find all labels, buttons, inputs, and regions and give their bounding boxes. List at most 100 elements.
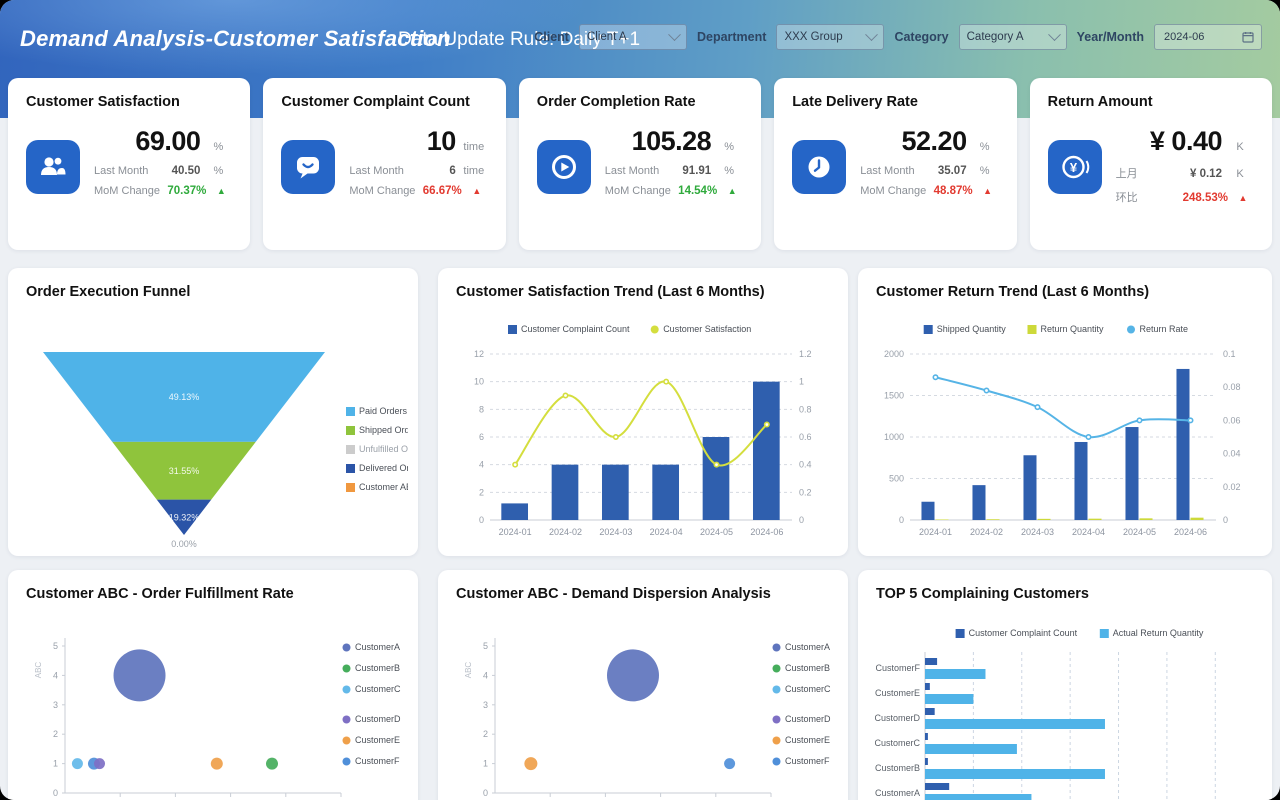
legend-item-customer-complaint-count[interactable]: Customer Complaint Count (955, 628, 1078, 638)
svg-text:CustomerE: CustomerE (355, 735, 400, 745)
bubble-customere (210, 757, 223, 770)
svg-text:19.32%: 19.32% (169, 512, 200, 522)
svg-text:0.00%: 0.00% (171, 539, 197, 549)
svg-text:31.55%: 31.55% (169, 466, 200, 476)
bar (1190, 517, 1204, 520)
svg-text:CustomerA: CustomerA (875, 788, 920, 798)
bar (601, 464, 629, 520)
kpi-change-value: 248.53% (1182, 192, 1228, 204)
trend-up-icon: ▲ (1238, 193, 1248, 203)
trend-up-icon: ▲ (727, 186, 737, 196)
legend-item-customerb[interactable]: CustomerB (772, 663, 831, 673)
legend-item-delivered-orders[interactable]: Delivered Orders (346, 463, 428, 473)
svg-text:2024-03: 2024-03 (1021, 527, 1054, 537)
legend-item-shipped-orders[interactable]: Shipped Orders (346, 425, 423, 435)
legend-item-shipped-quantity[interactable]: Shipped Quantity (923, 324, 1007, 334)
legend-item-customera[interactable]: CustomerA (342, 642, 401, 652)
client-select-value: Client A (586, 31, 627, 43)
complaint-bar (925, 758, 928, 765)
page-title: Demand Analysis-Customer Satisfaction (20, 26, 451, 51)
legend-item-customerd[interactable]: CustomerD (342, 714, 402, 724)
chat-icon (281, 140, 336, 194)
legend-item-customerb[interactable]: CustomerB (342, 663, 401, 673)
svg-text:¥: ¥ (1069, 160, 1077, 175)
funnel-chart-card: Order Execution Funnel 49.13% 31.55% 19.32… (8, 268, 429, 556)
chart-title: Customer ABC - Demand Dispersion Analysi… (456, 586, 771, 602)
kpi-card-customer-complaint-count: Customer Complaint Count 10 time Last Mon… (263, 78, 506, 250)
kpi-change-value: 70.37% (167, 185, 207, 197)
yearmonth-picker[interactable] (1154, 24, 1262, 50)
legend-item-return-quantity[interactable]: Return Quantity (1027, 324, 1105, 334)
bubble-customera (113, 649, 166, 702)
svg-text:0.1: 0.1 (1223, 349, 1236, 359)
svg-text:Actual Return Quantity: Actual Return Quantity (1113, 628, 1204, 638)
kpi-card-late-delivery-rate: Late Delivery Rate 52.20% Last Month 35.0… (774, 78, 1017, 250)
chart-title: Order Execution Funnel (26, 284, 191, 300)
abc-order-fulfillment-chart: 0 1 2 3 4 5 ABC CustomerA CustomerB CustomerC Cust… (18, 610, 408, 800)
department-select[interactable]: XXX Group (776, 24, 885, 50)
svg-text:ABC: ABC (34, 662, 43, 679)
legend-item-customerf[interactable]: CustomerF (772, 756, 831, 766)
kpi-change-value: 14.54% (678, 185, 718, 197)
category-select[interactable]: Category A (958, 24, 1067, 50)
svg-text:3: 3 (483, 700, 488, 710)
legend-item-customerf[interactable]: CustomerF (342, 756, 401, 766)
kpi-value: 69.00 (135, 126, 201, 156)
legend-item-paid-orders[interactable]: Paid Orders (346, 406, 408, 416)
filter-bar: Client Client A Department XXX Group Cat… (534, 24, 1262, 50)
complaint-bar (925, 783, 950, 790)
customer-return-trend-chart: 0 500 1000 1500 2000 0 0.02 0.04 0.06 0.08 0.1 2024… (868, 308, 1262, 552)
client-select[interactable]: Client A (578, 24, 687, 50)
legend-item-customer-satisfaction[interactable]: Customer Satisfaction (650, 324, 752, 334)
legend-item-customer-abc-o[interactable]: Customer ABC O (346, 482, 428, 492)
legend-item-customere[interactable]: CustomerE (342, 735, 401, 745)
yearmonth-filter-label: Year/Month (1076, 30, 1144, 44)
kpi-last-unit: time (463, 165, 485, 177)
svg-text:2: 2 (479, 487, 484, 497)
svg-text:Paid Orders: Paid Orders (359, 406, 408, 416)
svg-text:0.02: 0.02 (1223, 482, 1241, 492)
kpi-unit: % (724, 141, 735, 153)
yearmonth-input[interactable] (1162, 30, 1230, 44)
svg-text:0: 0 (899, 515, 904, 525)
legend-item-customerd[interactable]: CustomerD (772, 714, 832, 724)
legend-item-customera[interactable]: CustomerA (772, 642, 831, 652)
svg-text:4: 4 (479, 460, 484, 470)
legend-item-return-rate[interactable]: Return Rate (1127, 324, 1188, 334)
svg-text:2024-03: 2024-03 (599, 527, 632, 537)
legend-item-customerc[interactable]: CustomerC (342, 684, 402, 694)
abc-dispersion-chart-card: Customer ABC - Demand Dispersion Analysi… (438, 570, 848, 800)
return-bar (925, 719, 1105, 729)
legend-item-customer-complaint-count[interactable]: Customer Complaint Count (508, 324, 630, 334)
svg-text:2: 2 (483, 729, 488, 739)
category-select-value: Category A (966, 31, 1024, 43)
kpi-card-customer-satisfaction: Customer Satisfaction 69.00% Last Month 4… (8, 78, 251, 250)
play-icon (536, 140, 591, 194)
legend-item-unfulfilled-orders[interactable]: Unfulfilled Orders (346, 444, 429, 454)
svg-text:10: 10 (474, 377, 484, 387)
top5-complaining-chart-card: TOP 5 Complaining Customers CustomerF Cus… (858, 570, 1272, 800)
kpi-title: Late Delivery Rate (792, 94, 918, 110)
svg-text:Unfulfilled Orders: Unfulfilled Orders (359, 444, 408, 454)
complaint-bar (925, 658, 938, 665)
kpi-change-label: 环比 (1115, 192, 1138, 204)
kpi-change-value: 66.67% (422, 185, 462, 197)
legend-item-customerc[interactable]: CustomerC (772, 684, 832, 694)
line-series (935, 376, 1191, 439)
kpi-last-label: Last Month (604, 165, 660, 177)
svg-text:CustomerB: CustomerB (875, 763, 920, 773)
svg-text:1: 1 (53, 759, 58, 769)
svg-text:CustomerF: CustomerF (875, 663, 920, 673)
kpi-unit: K (1236, 141, 1244, 153)
kpi-last-unit: K (1236, 168, 1244, 180)
kpi-change-label: MoM Change (94, 185, 161, 197)
bubble-customerd (94, 758, 105, 770)
complaint-bar (925, 708, 935, 715)
legend-item-actual-return-quantity[interactable]: Actual Return Quantity (1099, 628, 1204, 638)
kpi-last-label: Last Month (349, 165, 404, 177)
bubble-customerf (724, 758, 736, 770)
bar (1125, 427, 1139, 520)
legend-item-customere[interactable]: CustomerE (772, 735, 831, 745)
yen-coin-icon: ¥ (1047, 140, 1102, 194)
